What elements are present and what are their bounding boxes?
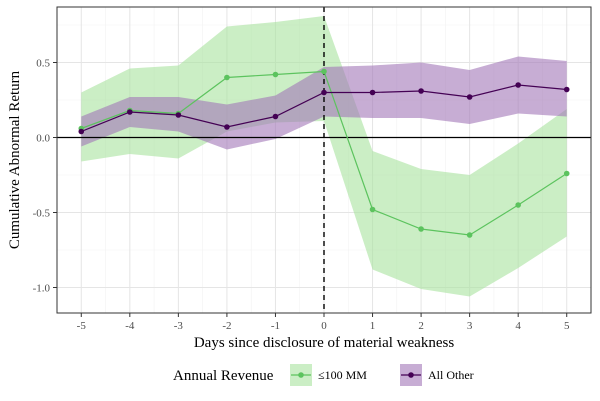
legend-label: ≤100 MM bbox=[318, 368, 367, 382]
point-series-1 bbox=[224, 124, 230, 130]
x-tick-label: -2 bbox=[222, 320, 231, 332]
point-series-1 bbox=[321, 89, 327, 96]
point-series-0 bbox=[272, 71, 279, 78]
x-tick-label: 3 bbox=[467, 320, 473, 332]
x-tick-label: 2 bbox=[418, 320, 424, 332]
point-series-1 bbox=[418, 88, 424, 94]
y-axis-ticks: -1.0 -0.5 0.0 0.5 bbox=[33, 58, 57, 295]
legend-key-point bbox=[408, 372, 414, 378]
point-series-0 bbox=[563, 170, 570, 177]
y-axis-title: Cumulative Abnormal Return bbox=[7, 70, 23, 249]
point-series-0 bbox=[224, 74, 230, 81]
point-series-1 bbox=[272, 113, 279, 120]
y-tick-label: -1.0 bbox=[33, 283, 51, 295]
x-tick-label: -1 bbox=[271, 320, 280, 332]
point-series-0 bbox=[369, 206, 376, 213]
x-tick-label: 4 bbox=[515, 320, 521, 332]
series-points bbox=[78, 68, 570, 238]
point-series-1 bbox=[78, 128, 85, 135]
point-series-0 bbox=[321, 68, 327, 75]
legend-title: Annual Revenue bbox=[173, 368, 274, 384]
legend: Annual Revenue ≤100 MM All Other bbox=[173, 364, 474, 386]
confidence-bands bbox=[81, 16, 567, 297]
x-tick-label: -4 bbox=[125, 320, 135, 332]
y-tick-label: 0.5 bbox=[36, 58, 50, 70]
legend-label: All Other bbox=[428, 368, 474, 382]
point-series-1 bbox=[563, 86, 570, 93]
x-tick-label: 1 bbox=[370, 320, 376, 332]
point-series-1 bbox=[369, 89, 376, 96]
point-series-1 bbox=[175, 112, 182, 118]
reference-lines bbox=[57, 7, 591, 313]
x-tick-label: 5 bbox=[564, 320, 570, 332]
point-series-1 bbox=[127, 109, 133, 115]
y-tick-label: 0.0 bbox=[36, 133, 50, 145]
legend-key-point bbox=[298, 372, 304, 378]
x-axis-title: Days since disclosure of material weakne… bbox=[194, 335, 454, 351]
point-series-0 bbox=[515, 202, 521, 208]
y-tick-label: -0.5 bbox=[33, 208, 51, 220]
x-axis-ticks: -5 -4 -3 -2 -1 0 1 2 3 4 5 bbox=[77, 313, 570, 332]
x-tick-label: -5 bbox=[77, 320, 87, 332]
point-series-1 bbox=[515, 82, 521, 88]
x-tick-label: -3 bbox=[174, 320, 184, 332]
point-series-1 bbox=[466, 94, 473, 100]
band-series-1 bbox=[81, 56, 567, 150]
point-series-0 bbox=[466, 232, 473, 238]
x-tick-label: 0 bbox=[321, 320, 327, 332]
point-series-0 bbox=[418, 226, 424, 232]
band-series-0 bbox=[81, 16, 567, 297]
